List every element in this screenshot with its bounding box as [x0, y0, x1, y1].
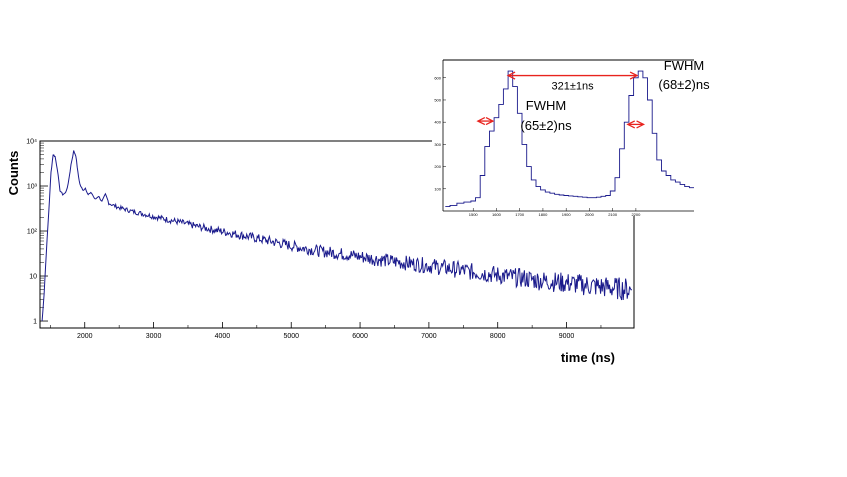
- inset-y-tick-label: 200: [434, 164, 441, 169]
- fwhm-label-left: FWHM (65±2)ns: [520, 98, 572, 133]
- inset-x-tick-label: 1700: [515, 212, 525, 217]
- fwhm-label-right-line: FWHM: [664, 58, 704, 73]
- y-tick-label: 1: [33, 319, 37, 326]
- x-tick-label: 8000: [490, 333, 506, 340]
- fwhm-arrow-right: [626, 120, 646, 129]
- x-tick-label: 3000: [146, 333, 162, 340]
- y-tick-label: 10: [29, 274, 37, 281]
- y-tick-label: 10⁴: [26, 139, 37, 146]
- series-line-inset: [445, 70, 694, 208]
- x-tick-label: 6000: [352, 333, 368, 340]
- inset-x-tick-label: 2000: [585, 212, 595, 217]
- fwhm-arrow-left: [476, 116, 495, 126]
- inset-y-tick-label: 100: [434, 186, 441, 191]
- x-axis-title: time (ns): [561, 350, 615, 365]
- fwhm-label-right: FWHM (68±2)ns: [658, 58, 710, 92]
- inset-x-tick-label: 1600: [492, 212, 502, 217]
- inset-y-tick-label: 300: [434, 142, 441, 147]
- fwhm-label-left-line: FWHM: [526, 98, 566, 113]
- period-arrow: [506, 71, 639, 80]
- fwhm-label-right-line: (68±2)ns: [658, 77, 710, 92]
- x-tick-label: 7000: [421, 333, 437, 340]
- series-line-main: [41, 150, 633, 322]
- x-tick-label: 5000: [283, 333, 299, 340]
- y-axis-title: Counts: [6, 151, 21, 196]
- inset-x-tick-label: 1900: [562, 212, 572, 217]
- inset-y-tick-label: 400: [434, 120, 441, 125]
- inset-x-tick-label: 2200: [631, 212, 641, 217]
- x-tick-label: 4000: [215, 333, 231, 340]
- inset-y-tick-label: 500: [434, 97, 441, 102]
- x-tick-label: 2000: [77, 333, 93, 340]
- fwhm-label-left-line: (65±2)ns: [520, 118, 572, 133]
- x-tick-label: 9000: [559, 333, 575, 340]
- inset-x-tick-label: 1800: [538, 212, 548, 217]
- inset-chart: 1500 1600 1700 1800 1900 2000 2100 2200 100 200 30…: [432, 56, 710, 217]
- inset-x-tick-label: 1500: [469, 212, 479, 217]
- inset-x-tick-label: 2100: [608, 212, 618, 217]
- y-tick-label: 10²: [27, 229, 38, 236]
- inset-y-tick-label: 600: [434, 75, 441, 80]
- period-label: 321±1ns: [551, 81, 594, 93]
- inset-background: [432, 56, 694, 216]
- y-tick-label: 10³: [27, 184, 38, 191]
